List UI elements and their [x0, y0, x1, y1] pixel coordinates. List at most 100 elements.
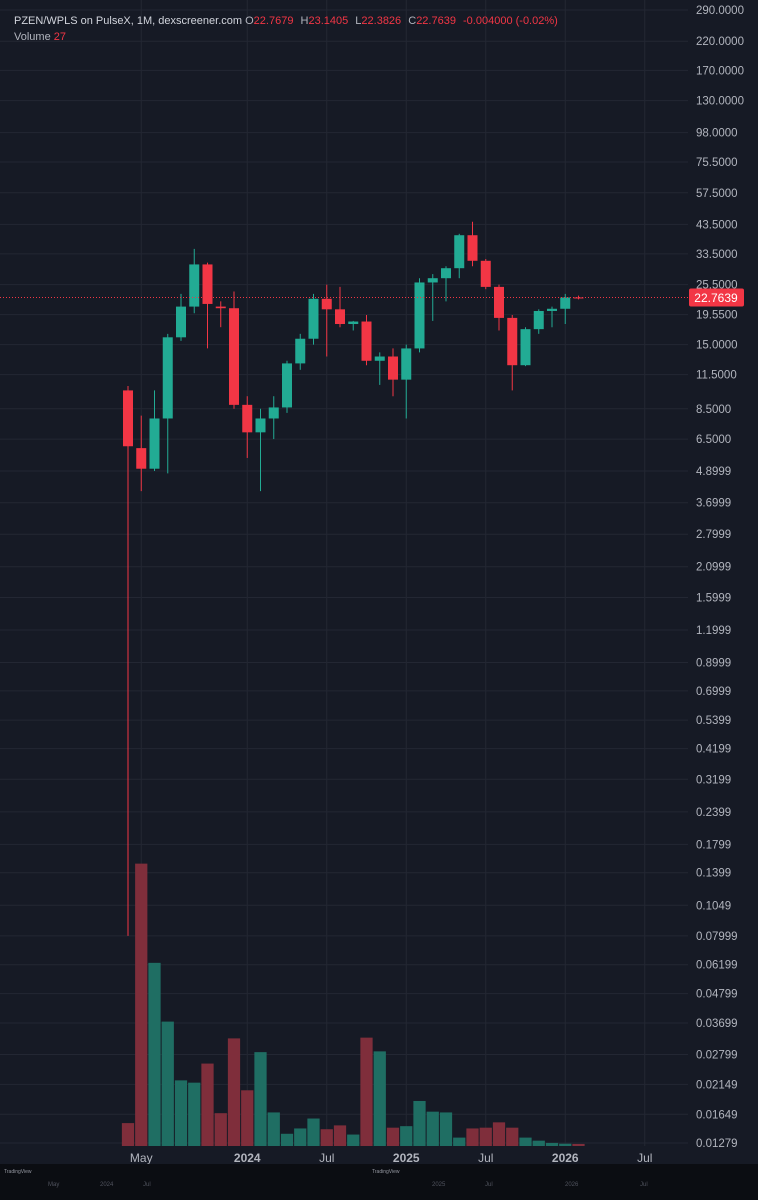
price-axis: 290.0000 220.0000 170.0000 130.0000 98.0000 7…	[696, 5, 744, 1150]
volume-bar	[532, 1140, 545, 1146]
volume-bar	[400, 1126, 413, 1146]
candle-body	[321, 298, 332, 310]
candle-body	[454, 235, 465, 269]
volume-bar	[506, 1127, 519, 1146]
volume-bar	[294, 1128, 307, 1146]
candle-body	[507, 317, 518, 366]
price-tick-label: 0.5399	[696, 715, 731, 727]
price-tick-label: 0.02149	[696, 1079, 738, 1091]
footer-tick: Jul	[485, 1182, 493, 1188]
price-tick-label: 6.5000	[696, 434, 731, 446]
footer-tick: 2026	[565, 1182, 579, 1188]
legend: PZEN/WPLS on PulseX, 1M, dexscreener.com…	[14, 13, 562, 45]
volume-bar	[227, 1038, 241, 1146]
price-tick-label: 33.5000	[696, 249, 738, 261]
volume-bar	[188, 1082, 201, 1146]
candle-body	[123, 390, 133, 447]
candle-body	[494, 286, 504, 318]
candle-body	[242, 404, 253, 433]
volume-bar	[280, 1133, 294, 1146]
footer-tick: Jul	[640, 1182, 648, 1188]
volume-bar	[254, 1052, 267, 1146]
volume-bar	[174, 1080, 188, 1146]
candle-body	[560, 297, 571, 309]
price-tick-label: 0.2399	[696, 807, 731, 819]
volume-bar	[479, 1127, 492, 1146]
tradingview-logo: TradingView	[4, 1169, 32, 1175]
price-tick-label: 1.5999	[696, 592, 731, 604]
price-tick-label: 0.1799	[696, 839, 731, 851]
volume-bar	[559, 1143, 572, 1146]
candle-body	[255, 418, 266, 433]
volume-bar	[545, 1142, 559, 1146]
volume-bar	[426, 1111, 439, 1146]
volume-bar	[466, 1128, 479, 1146]
price-tick-label: 0.3199	[696, 774, 731, 786]
price-tick-label: 43.5000	[696, 219, 738, 231]
price-tick-label: 0.01279	[696, 1138, 738, 1150]
high-value: 23.1405	[308, 15, 349, 27]
footer-tick: Jul	[143, 1182, 151, 1188]
footer-tick: 2025	[432, 1182, 446, 1188]
candle-body	[202, 264, 213, 304]
candle-body	[520, 329, 531, 366]
volume-bar	[572, 1143, 585, 1146]
price-tick-label: 1.1999	[696, 625, 731, 637]
volume-bar	[121, 1123, 135, 1146]
volume-bar	[307, 1118, 320, 1146]
time-tick-label: 2026	[552, 1151, 579, 1164]
candle-body	[533, 310, 544, 330]
candle-body	[268, 407, 279, 419]
price-tick-label: 4.8999	[696, 466, 731, 478]
open-label: O	[245, 15, 254, 27]
last-price-line: 22.7639	[0, 288, 744, 307]
volume-value: 27	[53, 31, 67, 43]
candle-body	[136, 448, 147, 469]
price-tick-label: 0.6999	[696, 686, 731, 698]
volume-bar	[453, 1137, 466, 1146]
candlesticks	[123, 221, 584, 936]
close-label: C	[408, 15, 417, 27]
price-tick-label: 130.0000	[696, 96, 744, 108]
footer-strip: TradingView TradingView May 2024 Jul 202…	[0, 1164, 758, 1200]
time-tick-label: 2025	[393, 1151, 420, 1164]
price-chart[interactable]: 22.7639 290.0000 220.0000 170.0000 130.0000…	[0, 0, 758, 1164]
volume-bar	[347, 1134, 360, 1146]
price-tick-label: 2.0999	[696, 562, 731, 574]
low-label: L	[355, 15, 362, 27]
volume-bar	[373, 1051, 386, 1146]
open-value: 22.7679	[253, 15, 294, 27]
candle-body	[467, 235, 478, 261]
volume-bar	[161, 1021, 174, 1146]
volume-bar	[360, 1037, 373, 1146]
price-tick-label: 220.0000	[696, 36, 744, 48]
price-tick-label: 0.02799	[696, 1050, 738, 1062]
candle-body	[361, 321, 372, 361]
candle-body	[441, 268, 451, 279]
price-tick-label: 0.03699	[696, 1018, 738, 1030]
candle-body	[149, 418, 160, 469]
candle-body	[414, 282, 425, 349]
time-tick-label: Jul	[478, 1151, 493, 1164]
candle-body	[480, 260, 491, 287]
volume-bar	[492, 1122, 506, 1146]
time-axis: May 2024 Jul 2025 Jul 2026 Jul	[130, 1151, 653, 1164]
price-tick-label: 0.1049	[696, 900, 731, 912]
volume-bar	[148, 962, 161, 1146]
candle-body	[282, 363, 292, 408]
time-tick-label: Jul	[637, 1151, 652, 1164]
time-tick-label: Jul	[319, 1151, 334, 1164]
price-tick-label: 25.5000	[696, 280, 738, 292]
footer-tick: May	[48, 1182, 60, 1188]
price-tick-label: 0.06199	[696, 960, 738, 972]
price-tick-label: 19.5500	[696, 310, 738, 322]
price-tick-label: 0.07999	[696, 931, 738, 943]
volume-bar	[135, 863, 148, 1146]
volume-bar	[267, 1112, 280, 1146]
volume-label: Volume	[14, 31, 51, 43]
price-tick-label: 57.5000	[696, 188, 738, 200]
candle-body	[162, 337, 173, 419]
price-tick-label: 75.5000	[696, 157, 738, 169]
candle-body	[348, 321, 359, 325]
price-tick-label: 2.7999	[696, 529, 731, 541]
